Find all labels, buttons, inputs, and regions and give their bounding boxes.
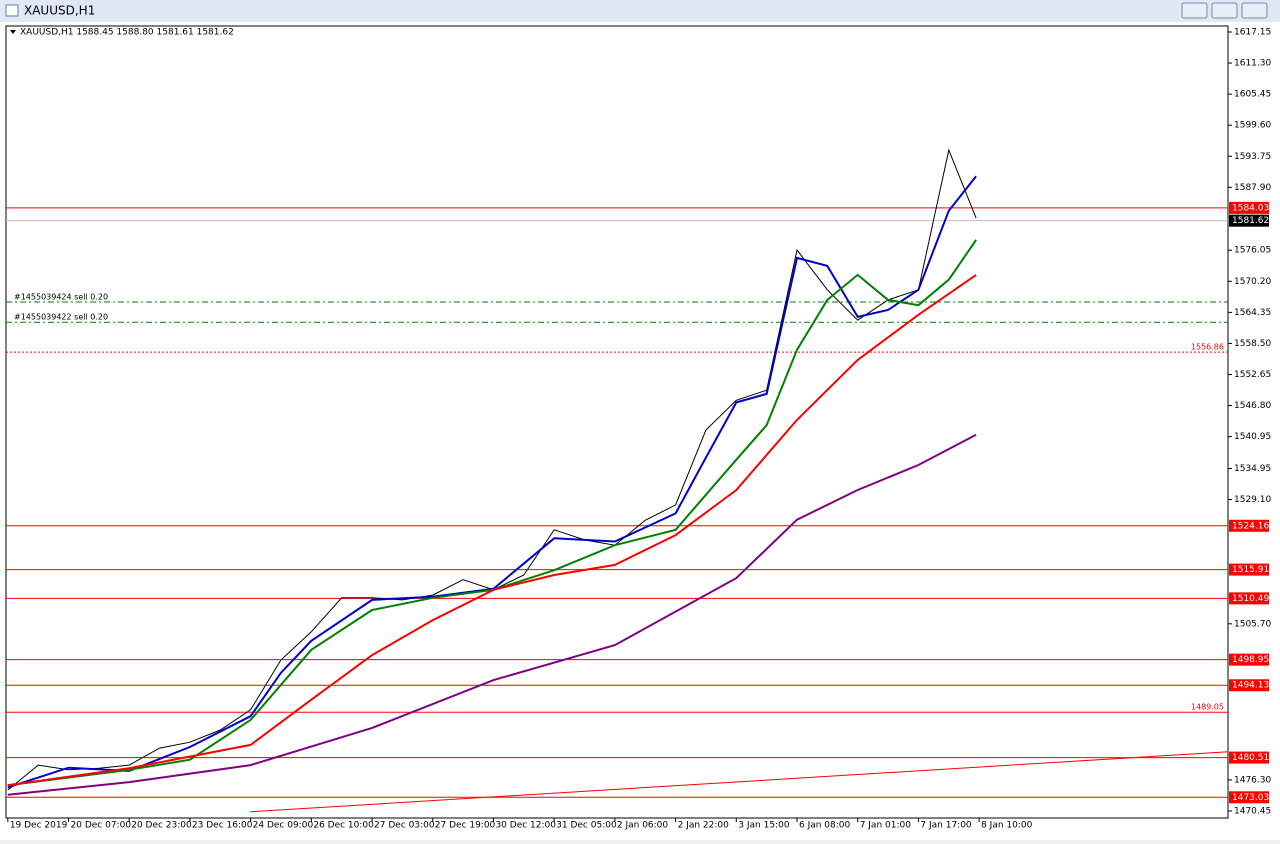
series-line (7, 274, 977, 787)
y-tick-label: 1617.15 (1234, 28, 1271, 38)
x-tick-label: 7 Jan 01:00 (860, 821, 912, 831)
y-tick-label: 1534.95 (1234, 464, 1271, 474)
level-text: 1556.86 (1191, 343, 1224, 352)
chart-area (0, 22, 1280, 840)
y-tick-label: 1540.95 (1234, 432, 1271, 442)
series-line (7, 433, 977, 796)
level-label: 1524.16 (1232, 521, 1269, 531)
x-tick-label: 8 Jan 10:00 (981, 821, 1033, 831)
level-label: 1581.62 (1232, 216, 1269, 226)
x-tick-label: 23 Dec 16:00 (192, 821, 253, 831)
level-box (1229, 201, 1269, 214)
level-box (1229, 592, 1269, 605)
x-tick-label: 20 Dec 07:00 (71, 821, 132, 831)
level-label: 1498.95 (1232, 655, 1269, 665)
order-label: #1455039424 sell 0.20 (14, 293, 108, 302)
level-box (1229, 519, 1269, 532)
level-label: 1480.51 (1232, 753, 1269, 763)
y-tick-label: 1570.20 (1234, 277, 1271, 287)
x-tick-label: 3 Jan 15:00 (738, 821, 790, 831)
x-tick-label: 7 Jan 17:00 (920, 821, 972, 831)
plot-frame (5, 25, 1229, 819)
x-tick-label: 26 Dec 10:00 (313, 821, 374, 831)
level-label: 1473.03 (1232, 793, 1269, 803)
y-tick-label: 1587.90 (1234, 183, 1271, 193)
y-tick-label: 1611.30 (1234, 59, 1271, 69)
x-tick-label: 20 Dec 23:00 (131, 821, 192, 831)
y-tick-label: 1476.30 (1234, 775, 1271, 785)
series-line (7, 239, 977, 787)
window-icon (5, 4, 19, 17)
x-tick-label: 2 Jan 22:00 (678, 821, 730, 831)
level-box (1229, 214, 1269, 227)
y-tick-label: 1599.60 (1234, 121, 1271, 131)
x-tick-label: 2 Jan 06:00 (617, 821, 669, 831)
x-tick-label: 27 Dec 19:00 (435, 821, 496, 831)
x-tick-label: 24 Dec 09:00 (253, 821, 314, 831)
menu-arrow[interactable] (10, 30, 16, 34)
level-box (1229, 791, 1269, 804)
chart-header: XAUUSD,H1 1588.45 1588.80 1581.61 1581.6… (20, 28, 234, 38)
y-tick-label: 1558.50 (1234, 339, 1271, 349)
series-line (7, 175, 977, 789)
level-box (1229, 563, 1269, 576)
x-tick-label: 6 Jan 08:00 (799, 821, 851, 831)
level-label: 1494.13 (1232, 681, 1269, 691)
x-tick-label: 19 Dec 2019 (10, 821, 68, 831)
y-tick-label: 1605.45 (1234, 90, 1271, 100)
title-bar (0, 0, 1280, 22)
y-tick-label: 1576.05 (1234, 246, 1271, 256)
level-box (1229, 751, 1269, 764)
order-label: #1455039422 sell 0.20 (14, 313, 108, 322)
y-tick-label: 1470.45 (1234, 806, 1271, 816)
maximize-button[interactable] (1211, 2, 1238, 19)
x-tick-label: 31 Dec 05:00 (556, 821, 617, 831)
close-button[interactable] (1241, 2, 1268, 19)
y-tick-label: 1529.10 (1234, 495, 1271, 505)
y-tick-label: 1564.35 (1234, 308, 1271, 318)
level-label: 1584.03 (1232, 203, 1269, 213)
y-tick-label: 1505.70 (1234, 619, 1271, 629)
level-box (1229, 653, 1269, 666)
x-tick-label: 30 Dec 12:00 (495, 821, 556, 831)
level-text: 1489.05 (1191, 703, 1224, 712)
x-tick-label: 27 Dec 03:00 (374, 821, 435, 831)
level-box (1229, 679, 1269, 692)
y-tick-label: 1593.75 (1234, 152, 1271, 162)
level-label: 1515.91 (1232, 565, 1269, 575)
y-tick-label: 1546.80 (1234, 401, 1271, 411)
y-tick-label: 1552.65 (1234, 370, 1271, 380)
window-title: XAUUSD,H1 (24, 4, 95, 18)
minimize-button[interactable] (1181, 2, 1208, 19)
level-label: 1510.49 (1232, 594, 1269, 604)
trendline (250, 751, 1229, 813)
